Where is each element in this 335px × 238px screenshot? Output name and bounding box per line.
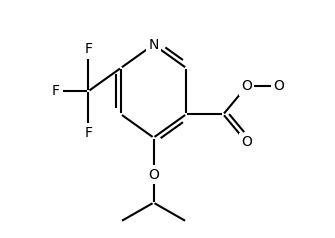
Text: F: F [52,84,60,98]
Text: N: N [148,38,159,52]
Text: O: O [241,79,252,94]
Text: F: F [84,42,92,56]
Text: O: O [148,168,159,182]
Text: O: O [241,135,252,149]
Text: O: O [274,79,284,94]
Text: F: F [84,126,92,140]
